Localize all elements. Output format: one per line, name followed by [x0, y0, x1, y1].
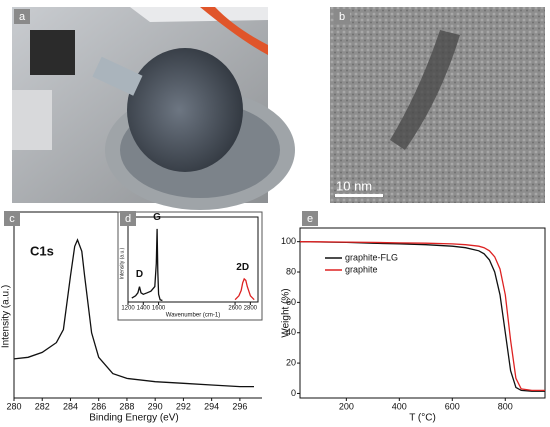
x-tick-label: 2600 [228, 306, 242, 312]
plot-frame [299, 227, 546, 399]
x-tick-label: 400 [392, 401, 407, 411]
y-tick-label: 0 [291, 388, 296, 398]
data-line [299, 241, 545, 392]
x-tick-label: 294 [204, 401, 219, 411]
panel-label-box [334, 9, 350, 24]
x-tick-label: 1400 [137, 306, 151, 312]
panel-label: b [339, 11, 345, 23]
plot-frame [127, 216, 259, 303]
data-line [131, 228, 163, 302]
annotation: C1s [30, 243, 54, 258]
panel-label: a [19, 11, 26, 23]
scale-bar-label: 10 nm [336, 178, 372, 193]
x-tick-label: 296 [232, 401, 247, 411]
x-tick-label: 1600 [152, 306, 166, 312]
y-tick-label: 20 [286, 357, 296, 367]
x-tick-label: 280 [6, 401, 21, 411]
x-tick-label: 286 [91, 401, 106, 411]
x-tick-label: 288 [119, 401, 134, 411]
data-line [299, 241, 545, 392]
x-axis-label: Binding Energy (eV) [89, 413, 179, 424]
y-tick-label: 60 [286, 297, 296, 307]
panel-label: e [307, 213, 313, 225]
x-tick-label: 292 [176, 401, 191, 411]
x-tick-label: 600 [445, 401, 460, 411]
annotation: D [136, 269, 143, 280]
data-line [13, 238, 254, 388]
legend-label: graphite-FLG [345, 252, 398, 262]
panel-label: c [9, 213, 15, 225]
y-axis-label: Intensity (a.u.) [1, 285, 12, 348]
panel-label-box [120, 211, 136, 226]
x-tick-label: 1200 [121, 306, 135, 312]
photo-a [12, 7, 295, 210]
panel-label-box [14, 9, 30, 24]
x-axis-label: T (°C) [409, 413, 436, 424]
panel-label-box [302, 211, 318, 226]
panel-label-box [4, 211, 20, 226]
x-tick-label: 284 [63, 401, 78, 411]
y-axis-label: Weight (%) [281, 288, 292, 337]
y-axis-label: Intensity (a.u.) [119, 247, 125, 279]
y-tick-label: 80 [286, 266, 296, 276]
x-tick-label: 2800 [244, 306, 258, 312]
legend-label: graphite [345, 264, 378, 274]
y-tick-label: 40 [286, 327, 296, 337]
x-axis-label: Wavenumber (cm-1) [166, 313, 220, 319]
x-tick-label: 282 [35, 401, 50, 411]
x-tick-label: 290 [148, 401, 163, 411]
x-tick-label: 800 [498, 401, 513, 411]
data-line [234, 277, 255, 301]
panel-label: d [125, 213, 131, 225]
y-tick-label: 100 [281, 236, 296, 246]
x-tick-label: 200 [339, 401, 354, 411]
photo-b [330, 7, 545, 203]
annotation: G [153, 212, 161, 223]
annotation: 2D [236, 262, 249, 273]
